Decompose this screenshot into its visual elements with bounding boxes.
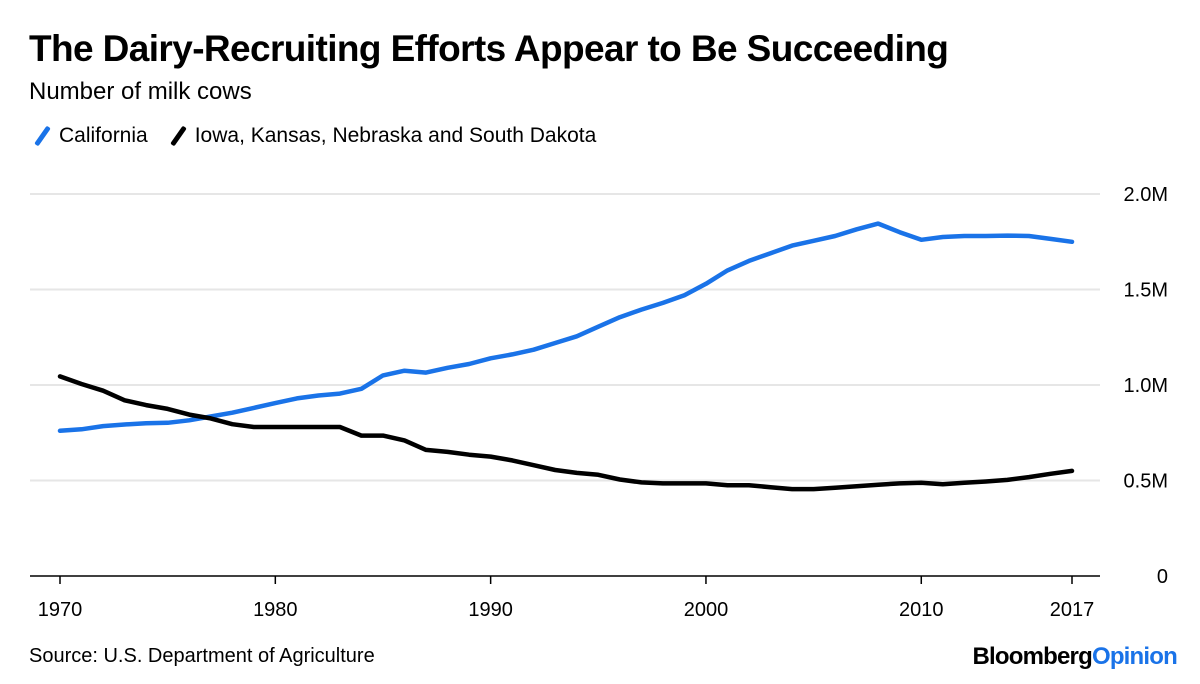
x-tick-label: 1980 (253, 599, 298, 621)
x-tick-label: 2000 (684, 599, 729, 621)
series-layer (57, 221, 1075, 492)
legend-item-california: California (34, 124, 148, 148)
y-tick-label: 0 (1157, 566, 1168, 588)
axis-layer: 0 0.5M 1.0M 1.5M 2.0M 1970 1980 1990 2000 2010 201… (30, 184, 1168, 621)
legend-label-california: California (59, 124, 148, 147)
grid-layer (30, 193, 1100, 482)
y-tick-label: 1.5M (1124, 280, 1168, 302)
brand-logo: BloombergOpinion (972, 643, 1177, 671)
chart-legend: California Iowa, Kansas, Nebraska and So… (34, 124, 624, 148)
chart-title: The Dairy-Recruiting Efforts Appear to B… (29, 28, 949, 69)
series-line-california (57, 221, 1075, 434)
y-tick-label: 1.0M (1124, 375, 1168, 397)
source-note: Source: U.S. Department of Agriculture (29, 645, 375, 667)
brand-primary: Bloomberg (972, 643, 1092, 670)
chart-subtitle: Number of milk cows (29, 78, 252, 105)
legend-label-midwest: Iowa, Kansas, Nebraska and South Dakota (194, 124, 597, 147)
x-tick-label: 1970 (38, 599, 83, 621)
brand-secondary: Opinion (1091, 643, 1178, 670)
x-tick-label: 2010 (899, 599, 944, 621)
x-tick-label: 1990 (468, 599, 513, 621)
legend-item-midwest: Iowa, Kansas, Nebraska and South Dakota (169, 124, 597, 148)
y-tick-label: 0.5M (1124, 471, 1168, 493)
series-line-midwest (57, 374, 1075, 492)
x-tick-label: 2017 (1050, 599, 1095, 621)
y-tick-label: 2.0M (1124, 184, 1168, 206)
